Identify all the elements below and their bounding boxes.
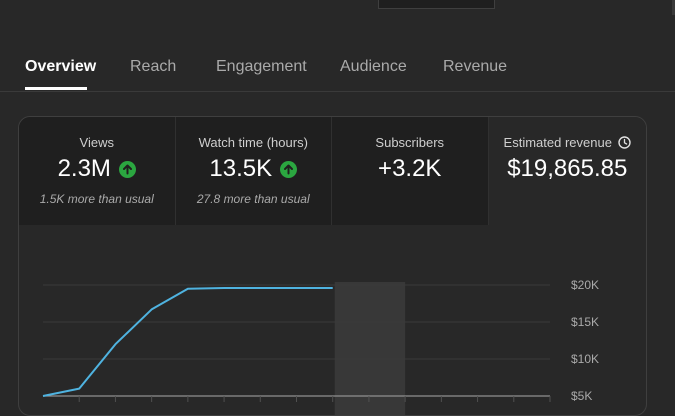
metric-value: $19,865.85 [507,155,628,182]
top-control[interactable] [378,0,495,9]
metrics-row: Views 2.3M 1.5K more than usual Watch ti… [19,117,646,225]
metric-label: Views [79,135,114,150]
data-point [41,394,45,398]
metric-watch-time[interactable]: Watch time (hours) 13.5K 27.8 more than … [175,117,332,225]
data-point [150,307,154,311]
active-tab-indicator [25,87,87,90]
tab-audience[interactable]: Audience [340,58,407,75]
arrow-up-icon [280,160,298,178]
tab-overview[interactable]: Overview [25,58,97,75]
tab-bar: Overview Reach Engagement Audience Reven… [0,50,675,92]
metric-label: Subscribers [375,135,445,150]
metric-label: Watch time (hours) [198,135,308,150]
metric-label: Estimated revenue [489,135,647,150]
highlight-band [334,282,406,415]
metric-estimated-revenue[interactable]: Estimated revenue $19,865.85 [488,117,647,225]
y-tick-label: $5K [571,389,592,403]
scrollbar-edge [672,0,675,15]
data-point [186,287,190,291]
data-point [331,286,335,290]
metric-value: +3.2K [378,155,442,182]
y-tick-label: $20K [571,278,599,292]
y-tick-label: $10K [571,352,599,366]
metric-subscribers[interactable]: Subscribers +3.2K [332,117,489,225]
data-point [222,286,226,290]
tab-reach[interactable]: Reach [130,58,177,75]
clock-icon [618,136,631,149]
data-point [295,286,299,290]
arrow-up-icon [118,160,136,178]
metric-value: 13.5K [209,155,273,182]
series-line [42,286,333,397]
metric-comparison: 27.8 more than usual [196,192,310,206]
y-tick-label: $15K [571,315,599,329]
data-point [113,342,117,346]
overview-card: Views 2.3M 1.5K more than usual Watch ti… [18,116,647,416]
metric-value: 2.3M [57,155,111,182]
tab-revenue[interactable]: Revenue [443,58,508,75]
revenue-line-chart: $5K $10K $15K $20K [41,278,599,415]
metric-views[interactable]: Views 2.3M 1.5K more than usual [19,117,176,225]
tab-engagement[interactable]: Engagement [216,58,307,75]
data-point [258,286,262,290]
metric-comparison: 1.5K more than usual [39,192,154,206]
data-point [77,387,81,391]
metric-label-text: Estimated revenue [503,135,612,150]
